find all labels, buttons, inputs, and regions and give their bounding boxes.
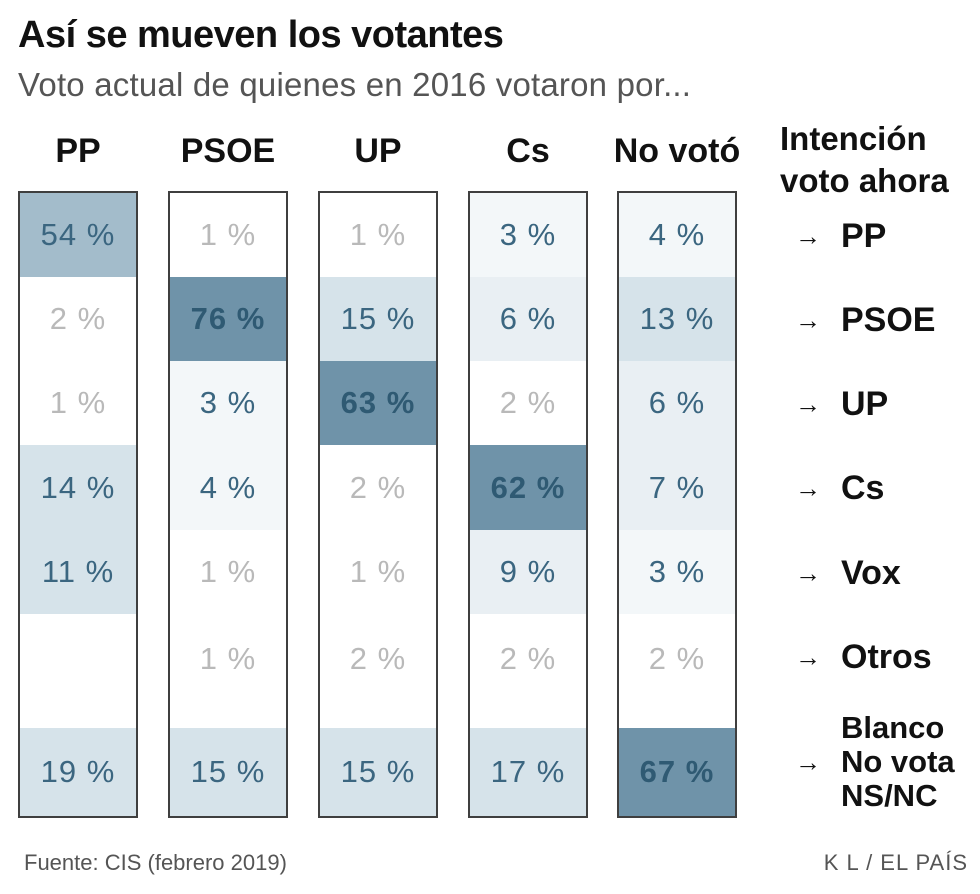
row-label-line: NS/NC — [841, 778, 938, 813]
matrix-cell: 1 % — [20, 361, 136, 445]
matrix-cell: 15 % — [320, 728, 436, 816]
matrix-column: 1 % 15 % 63 % 2 % 1 % 2 % 15 % — [318, 191, 438, 818]
row-label: → Cs — [795, 466, 980, 510]
right-arrow-icon: → — [795, 220, 821, 251]
row-label-text: PP — [841, 216, 887, 255]
row-label-text: Cs — [841, 468, 885, 507]
legend-title-line1: Intención — [780, 120, 927, 157]
chart-title: Así se mueven los votantes — [18, 14, 504, 56]
matrix-cell: 11 % — [20, 530, 136, 614]
right-arrow-icon: → — [795, 388, 821, 419]
matrix-cell: 67 % — [619, 728, 735, 816]
matrix-cell: 3 % — [470, 193, 586, 277]
column-header: PP — [55, 132, 101, 170]
matrix-cell: 15 % — [170, 728, 286, 816]
matrix-cell: 7 % — [619, 445, 735, 530]
matrix-cell: 4 % — [619, 193, 735, 277]
matrix-cell: 2 % — [320, 614, 436, 704]
source-note: Fuente: CIS (febrero 2019) — [24, 850, 287, 875]
matrix-cell: 76 % — [170, 277, 286, 361]
matrix-cell: 2 % — [619, 614, 735, 704]
matrix-cell: 62 % — [470, 445, 586, 530]
matrix-cell: 4 % — [170, 445, 286, 530]
column-header: PSOE — [180, 132, 276, 170]
chart-subtitle: Voto actual de quienes en 2016 votaron p… — [18, 66, 692, 103]
matrix-cell — [20, 614, 136, 704]
matrix-cell: 6 % — [619, 361, 735, 445]
matrix-cell: 54 % — [20, 193, 136, 277]
column-header: Cs — [506, 132, 550, 170]
right-arrow-icon: → — [795, 557, 821, 588]
matrix-column: 3 % 6 % 2 % 62 % 9 % 2 % 17 % — [468, 191, 588, 818]
row-label: → Otros — [795, 635, 980, 679]
matrix-cell: 1 % — [320, 530, 436, 614]
matrix-column: 1 % 76 % 3 % 4 % 1 % 1 % 15 % — [168, 191, 288, 818]
row-label: → Vox — [795, 551, 980, 595]
matrix-cell: 1 % — [320, 193, 436, 277]
matrix-cell: 2 % — [470, 614, 586, 704]
matrix-cell: 15 % — [320, 277, 436, 361]
legend-title: Intención voto ahora — [780, 118, 980, 202]
row-label-text: Otros — [841, 637, 932, 676]
credit-note: K L / EL PAÍS — [823, 850, 968, 875]
right-arrow-icon: → — [795, 472, 821, 503]
row-label-text: PSOE — [841, 300, 936, 339]
matrix-cell: 19 % — [20, 728, 136, 816]
row-label: → Blanco No vota NS/NC — [795, 708, 980, 816]
matrix-cell: 17 % — [470, 728, 586, 816]
matrix-cell: 14 % — [20, 445, 136, 530]
row-label-text: Blanco No vota NS/NC — [841, 711, 955, 813]
column-header: UP — [354, 132, 402, 170]
matrix-cell: 2 % — [470, 361, 586, 445]
matrix-cell: 9 % — [470, 530, 586, 614]
row-label-line: No vota — [841, 744, 955, 779]
row-label-text: Vox — [841, 553, 901, 592]
column-header: No votó — [613, 132, 741, 170]
matrix-column: 54 % 2 % 1 % 14 % 11 % 19 % — [18, 191, 138, 818]
right-arrow-icon: → — [795, 304, 821, 335]
matrix-column: 4 % 13 % 6 % 7 % 3 % 2 % 67 % — [617, 191, 737, 818]
row-label: → PP — [795, 214, 980, 258]
matrix-cell: 1 % — [170, 530, 286, 614]
matrix-cell: 1 % — [170, 614, 286, 704]
matrix-cell: 2 % — [320, 445, 436, 530]
legend-title-line2: voto ahora — [780, 162, 949, 199]
row-label: → UP — [795, 382, 980, 426]
matrix-cell: 2 % — [20, 277, 136, 361]
matrix-cell: 1 % — [170, 193, 286, 277]
row-label-line: Blanco — [841, 710, 945, 745]
row-label-text: UP — [841, 384, 889, 423]
right-arrow-icon: → — [795, 746, 821, 777]
row-label: → PSOE — [795, 298, 980, 342]
matrix-cell: 3 % — [170, 361, 286, 445]
matrix-cell: 3 % — [619, 530, 735, 614]
right-arrow-icon: → — [795, 641, 821, 672]
matrix-cell: 63 % — [320, 361, 436, 445]
matrix-cell: 6 % — [470, 277, 586, 361]
matrix-cell: 13 % — [619, 277, 735, 361]
